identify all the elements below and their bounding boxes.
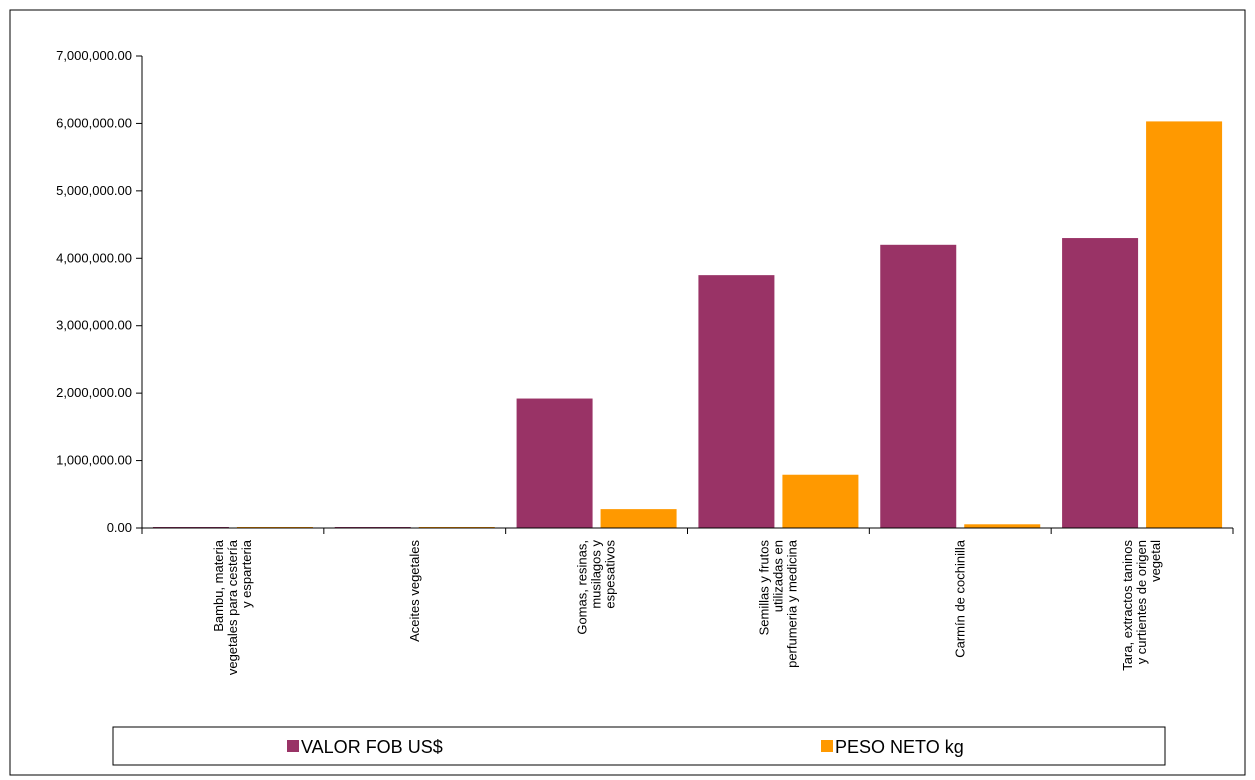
x-category-label: Carmín de cochinilla — [952, 539, 967, 658]
y-tick-label: 2,000,000.00 — [56, 385, 132, 400]
x-category-label-line: Bambu, materia — [211, 539, 226, 632]
y-tick-label: 3,000,000.00 — [56, 318, 132, 333]
x-category-label-line: utilizadas en — [770, 540, 785, 612]
y-tick-label: 1,000,000.00 — [56, 453, 132, 468]
x-category-label-line: y esparteria — [239, 539, 254, 608]
legend: VALOR FOB US$ PESO NETO kg — [112, 726, 1166, 766]
x-category-label-line: Gomas, resinas, — [575, 540, 590, 635]
x-category-label-line: y curtientes de origen — [1134, 540, 1149, 664]
y-tick-label: 0.00 — [107, 520, 132, 535]
legend-swatch — [821, 740, 833, 752]
y-tick-label: 7,000,000.00 — [56, 48, 132, 63]
legend-swatch — [287, 740, 299, 752]
x-category-label-line: Carmín de cochinilla — [952, 539, 967, 658]
bar-valor-fob — [698, 275, 775, 528]
bar-peso-neto — [782, 474, 859, 528]
x-category-label-line: perfumeria y medicina — [784, 539, 799, 668]
bar-valor-fob — [516, 398, 593, 528]
y-tick-label: 4,000,000.00 — [56, 250, 132, 265]
y-axis: 0.00 1,000,000.00 2,000,000.00 3,000,000.00… — [56, 48, 143, 535]
x-category-label-line: musilagos y — [589, 540, 604, 609]
x-category-label: Bambu, materia vegetales para cestería y e… — [211, 539, 254, 675]
bar-valor-fob — [880, 244, 957, 529]
x-category-label-line: espesativos — [603, 540, 618, 609]
bar-peso-neto — [964, 524, 1041, 528]
chart-border — [9, 9, 1246, 776]
x-category-label-line: vegetal — [1148, 540, 1163, 582]
x-category-label-line: Tara, extractos taninos — [1120, 540, 1135, 671]
y-tick-label: 5,000,000.00 — [56, 183, 132, 198]
x-category-label: Gomas, resinas, musilagos y espesativos — [575, 540, 618, 635]
x-category-label: Tara, extractos taninos y curtientes de o… — [1120, 540, 1163, 671]
x-category-label: Aceites vegetales — [407, 540, 422, 642]
x-axis: Bambu, materia vegetales para cestería y e… — [141, 527, 1234, 675]
legend-label: VALOR FOB US$ — [301, 737, 443, 757]
bar-valor-fob — [1062, 238, 1139, 529]
bar-peso-neto — [600, 509, 677, 528]
x-category-label: Semillas y frutos utilizadas en perfumeria… — [756, 539, 799, 668]
legend-label: PESO NETO kg — [835, 737, 964, 757]
legend-box — [112, 726, 1166, 766]
x-category-label-line: Semillas y frutos — [756, 540, 771, 636]
x-category-label-line: vegetales para cestería — [225, 539, 240, 675]
bar-peso-neto — [1146, 121, 1223, 529]
y-tick-label: 6,000,000.00 — [56, 115, 132, 130]
x-category-label-line: Aceites vegetales — [407, 540, 422, 642]
